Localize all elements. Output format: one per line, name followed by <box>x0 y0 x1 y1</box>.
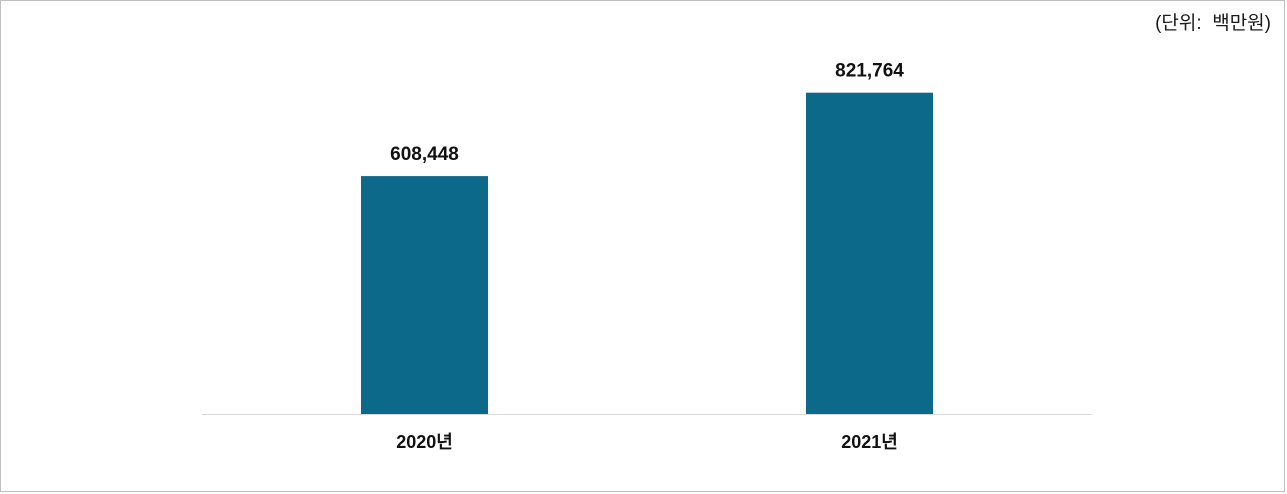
data-label-1: 821,764 <box>835 61 904 82</box>
x-tick-label-0: 2020년 <box>396 432 453 452</box>
unit-label: (단위: 백만원) <box>1155 13 1271 34</box>
bar-1 <box>806 92 933 414</box>
x-tick-label-1: 2021년 <box>841 432 898 452</box>
bar-0 <box>361 176 488 414</box>
data-label-0: 608,448 <box>390 144 459 165</box>
